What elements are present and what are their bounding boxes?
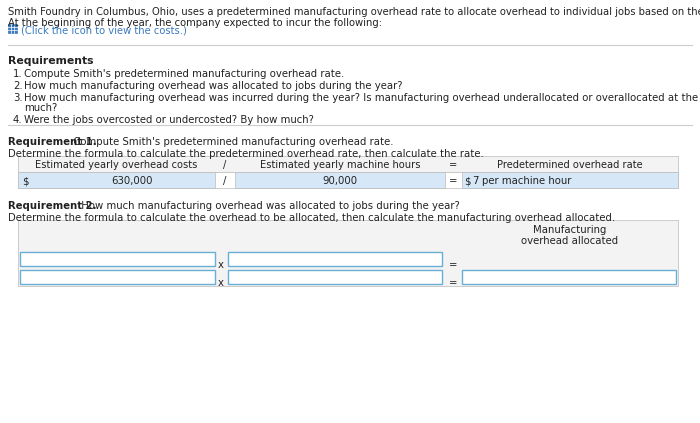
Text: 4.: 4. <box>13 115 22 125</box>
Text: Compute Smith's predetermined manufacturing overhead rate.: Compute Smith's predetermined manufactur… <box>70 137 393 147</box>
Text: 630,000: 630,000 <box>111 176 153 186</box>
Text: =: = <box>449 160 458 170</box>
Text: 90,000: 90,000 <box>323 176 358 186</box>
FancyBboxPatch shape <box>18 172 215 188</box>
Text: Estimated yearly overhead costs: Estimated yearly overhead costs <box>35 160 197 170</box>
FancyBboxPatch shape <box>18 220 678 286</box>
FancyBboxPatch shape <box>20 270 215 284</box>
Text: =: = <box>449 176 458 186</box>
Text: Requirement 1.: Requirement 1. <box>8 137 97 147</box>
Text: Determine the formula to calculate the overhead to be allocated, then calculate : Determine the formula to calculate the o… <box>8 213 615 223</box>
Text: How much manufacturing overhead was allocated to jobs during the year?: How much manufacturing overhead was allo… <box>24 81 402 91</box>
Text: Requirements: Requirements <box>8 56 94 66</box>
Text: How much manufacturing overhead was incurred during the year? Is manufacturing o: How much manufacturing overhead was incu… <box>24 93 700 103</box>
Text: Determine the formula to calculate the predetermined overhead rate, then calcula: Determine the formula to calculate the p… <box>8 149 484 159</box>
Text: Estimated yearly machine hours: Estimated yearly machine hours <box>260 160 420 170</box>
Text: x: x <box>218 260 224 270</box>
Text: 3.: 3. <box>13 93 22 103</box>
Text: per machine hour: per machine hour <box>482 176 571 186</box>
Text: $: $ <box>22 176 29 186</box>
FancyBboxPatch shape <box>20 252 215 266</box>
FancyBboxPatch shape <box>462 270 676 284</box>
Text: Predetermined overhead rate: Predetermined overhead rate <box>497 160 643 170</box>
Text: At the beginning of the year, the company expected to incur the following:: At the beginning of the year, the compan… <box>8 18 382 28</box>
Text: /: / <box>223 176 227 186</box>
Text: Smith Foundry in Columbus, Ohio, uses a predetermined manufacturing overhead rat: Smith Foundry in Columbus, Ohio, uses a … <box>8 7 700 17</box>
FancyBboxPatch shape <box>228 270 442 284</box>
Text: overhead allocated: overhead allocated <box>522 236 619 246</box>
FancyBboxPatch shape <box>228 252 442 266</box>
FancyBboxPatch shape <box>462 172 678 188</box>
Text: Manufacturing: Manufacturing <box>533 225 607 235</box>
FancyBboxPatch shape <box>8 24 17 33</box>
Text: =: = <box>449 260 458 270</box>
Text: 1.: 1. <box>13 69 22 79</box>
Text: How much manufacturing overhead was allocated to jobs during the year?: How much manufacturing overhead was allo… <box>78 201 460 211</box>
Text: x: x <box>218 278 224 288</box>
FancyBboxPatch shape <box>18 156 678 172</box>
FancyBboxPatch shape <box>235 172 445 188</box>
Text: 7: 7 <box>472 176 479 186</box>
Text: Compute Smith's predetermined manufacturing overhead rate.: Compute Smith's predetermined manufactur… <box>24 69 344 79</box>
Text: much?: much? <box>24 103 57 113</box>
Text: Were the jobs overcosted or undercosted? By how much?: Were the jobs overcosted or undercosted?… <box>24 115 314 125</box>
Text: =: = <box>449 278 458 288</box>
Text: (Click the icon to view the costs.): (Click the icon to view the costs.) <box>21 25 187 35</box>
Text: $: $ <box>464 176 470 186</box>
Text: Requirement 2.: Requirement 2. <box>8 201 97 211</box>
Text: /: / <box>223 160 227 170</box>
FancyBboxPatch shape <box>18 172 678 188</box>
Text: 2.: 2. <box>13 81 22 91</box>
